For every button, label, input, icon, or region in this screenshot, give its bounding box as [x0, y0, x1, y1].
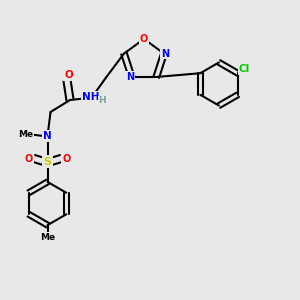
Text: Me: Me — [40, 232, 55, 242]
Text: O: O — [64, 70, 73, 80]
Text: N: N — [43, 131, 52, 141]
Text: N: N — [161, 49, 169, 58]
Text: O: O — [25, 154, 33, 164]
Text: Me: Me — [18, 130, 33, 139]
Text: S: S — [44, 157, 52, 166]
Text: Cl: Cl — [238, 64, 250, 74]
Text: NH: NH — [82, 92, 100, 102]
Text: H: H — [99, 96, 106, 105]
Text: N: N — [126, 72, 134, 82]
Text: O: O — [140, 34, 148, 44]
Text: O: O — [62, 154, 70, 164]
